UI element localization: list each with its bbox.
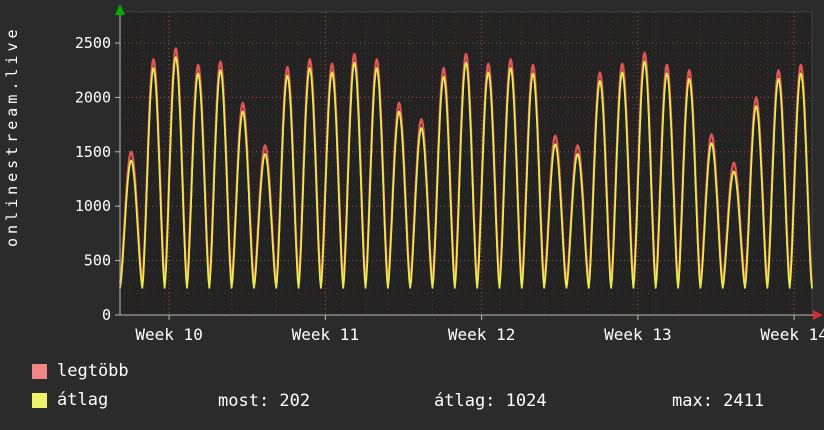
legend-row-legtobb: legtöbb [32, 361, 129, 381]
y-tick-label: 0 [102, 306, 111, 324]
legend: legtöbb átlag most: 202 átlag: 1024 max:… [0, 355, 824, 430]
stat-max: max: 2411 [672, 391, 765, 411]
y-tick-label: 2000 [75, 88, 111, 106]
series-line-átlag [119, 56, 813, 289]
legend-label-legtobb: legtöbb [57, 361, 129, 381]
stat-most: most: 202 [218, 391, 311, 411]
legend-label-atlag: átlag [57, 390, 109, 410]
legend-row-atlag: átlag [32, 390, 108, 410]
y-tick-label: 2500 [75, 34, 111, 52]
x-tick-label: Week 11 [292, 325, 359, 344]
y-tick-label: 1000 [75, 197, 111, 215]
y-axis-arrow-icon [115, 4, 125, 15]
x-tick-label: Week 10 [135, 325, 202, 344]
x-tick-label: Week 14 [760, 325, 824, 344]
legend-swatch-legtobb [32, 363, 47, 379]
y-tick-label: 1500 [75, 143, 111, 161]
stat-atlag: átlag: 1024 [434, 391, 547, 411]
x-axis-arrow-icon [813, 310, 823, 320]
legend-swatch-atlag [32, 392, 47, 408]
x-tick-label: Week 12 [448, 325, 515, 344]
y-tick-label: 500 [84, 252, 111, 270]
x-tick-label: Week 13 [604, 325, 671, 344]
